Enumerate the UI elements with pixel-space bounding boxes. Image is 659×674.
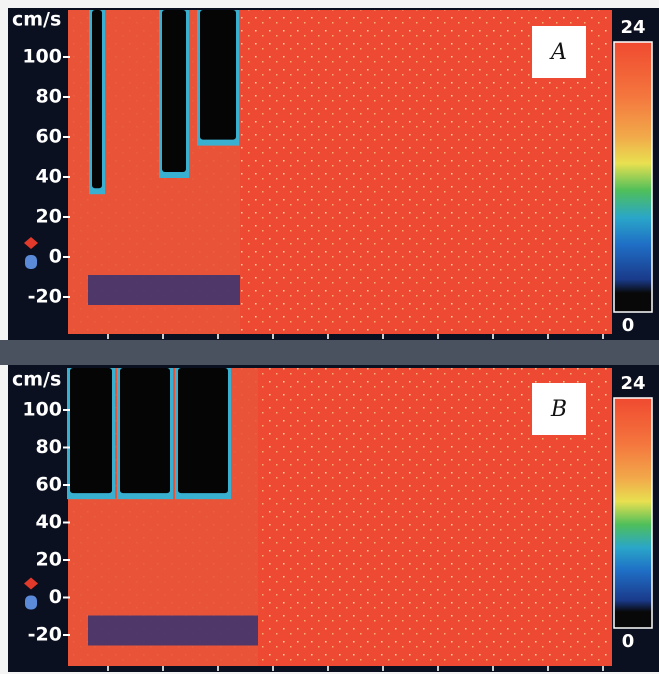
flow-gap — [200, 10, 236, 140]
y-tick-label: 0 — [49, 586, 62, 608]
y-tick-label: -20 — [28, 624, 62, 646]
y-tick-label: 20 — [36, 549, 62, 571]
baseline-band — [88, 615, 258, 646]
doppler-panel: cm/s 100 80 60 40 20 0 -20 A 24 0 — [8, 8, 659, 340]
color-scale-min: 0 — [622, 631, 635, 652]
y-tick-label: 40 — [36, 511, 62, 533]
flow-gap — [92, 10, 102, 189]
panel-label-box — [532, 383, 586, 435]
flow-gap — [178, 368, 228, 494]
probe-icon — [24, 577, 38, 590]
probe-icon — [25, 255, 37, 269]
flow-gap — [120, 368, 170, 494]
baseline-band — [88, 275, 240, 305]
flow-gap — [162, 10, 186, 172]
y-tick-label: 60 — [36, 474, 62, 496]
axis-unit: cm/s — [12, 369, 61, 391]
y-tick-label: 100 — [22, 46, 62, 68]
doppler-panel: cm/s 100 80 60 40 20 0 -20 B 24 0 — [8, 365, 659, 672]
y-tick-label: 80 — [36, 436, 62, 458]
probe-icon — [24, 237, 38, 249]
color-scale — [613, 41, 653, 313]
panel-label-box — [532, 26, 586, 78]
color-scale-max: 24 — [620, 373, 645, 394]
y-tick-label: -20 — [28, 286, 62, 308]
flow-gap — [70, 368, 112, 494]
y-tick-label: 80 — [36, 86, 62, 108]
y-tick-label: 0 — [49, 246, 62, 268]
probe-icon — [25, 595, 37, 610]
panel-label: B — [550, 397, 567, 422]
axis-unit: cm/s — [12, 9, 61, 31]
y-tick-label: 40 — [36, 166, 62, 188]
y-tick-label: 60 — [36, 126, 62, 148]
panel-label: A — [549, 40, 567, 65]
y-tick-label: 100 — [22, 399, 62, 421]
color-scale-max: 24 — [620, 17, 645, 38]
color-scale-min: 0 — [622, 315, 635, 336]
color-scale — [613, 397, 653, 629]
y-tick-label: 20 — [36, 206, 62, 228]
separator — [0, 340, 659, 365]
